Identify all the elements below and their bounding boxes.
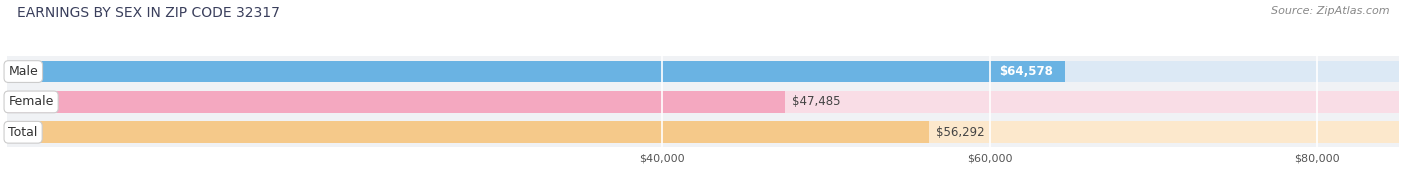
Bar [7,121,1399,143]
Bar [7,56,1399,87]
Text: Male: Male [8,65,38,78]
Text: Total: Total [8,126,38,139]
Bar [7,121,929,143]
Text: $56,292: $56,292 [936,126,984,139]
Bar [7,117,1399,147]
Bar [7,91,1399,113]
Text: Female: Female [8,95,53,108]
Text: $64,578: $64,578 [1000,65,1053,78]
Text: EARNINGS BY SEX IN ZIP CODE 32317: EARNINGS BY SEX IN ZIP CODE 32317 [17,6,280,20]
Text: Source: ZipAtlas.com: Source: ZipAtlas.com [1271,6,1389,16]
Bar [7,87,1399,117]
Bar [7,91,785,113]
Text: $47,485: $47,485 [792,95,841,108]
Bar [7,61,1399,83]
Bar [7,61,1064,83]
